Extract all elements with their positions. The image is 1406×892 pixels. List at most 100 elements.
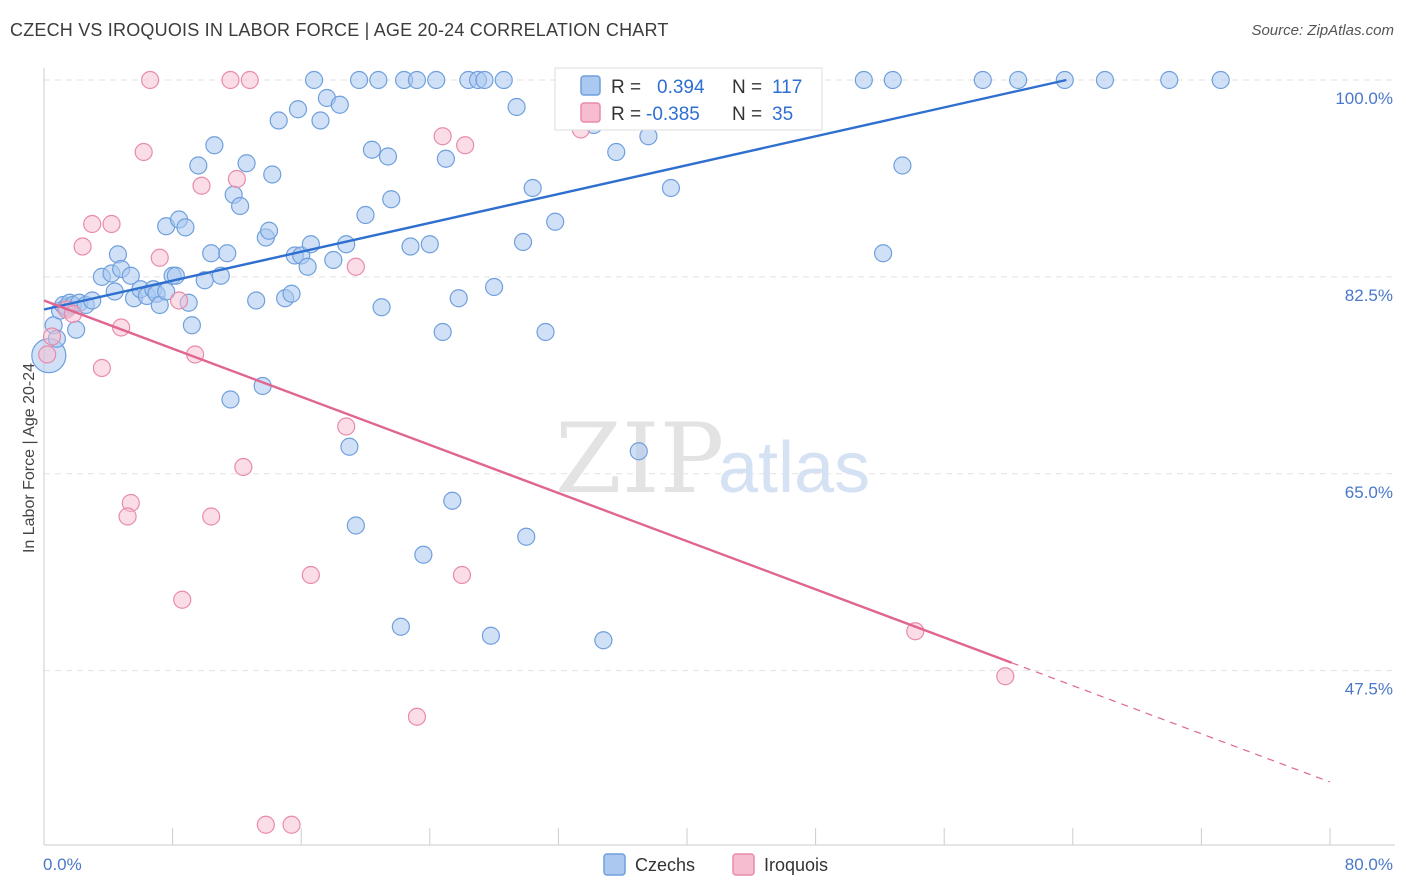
czechs-point-119 bbox=[1160, 70, 1179, 90]
legend-n-value-czechs: 117 bbox=[772, 77, 802, 98]
czechs-point-67 bbox=[372, 298, 391, 317]
czechs-point-45 bbox=[259, 221, 279, 240]
iroquois-point-15 bbox=[173, 590, 192, 609]
czechs-point-74 bbox=[414, 545, 433, 564]
legend-czechs-swatch bbox=[580, 75, 601, 96]
x-tick-max: 80.0% bbox=[1345, 855, 1393, 874]
iroquois-point-29 bbox=[433, 127, 452, 146]
iroquois-point-28 bbox=[407, 707, 427, 726]
iroquois-point-24 bbox=[282, 815, 301, 834]
czechs-point-56 bbox=[311, 111, 330, 130]
czechs-point-68 bbox=[378, 147, 398, 166]
czechs-point-75 bbox=[420, 235, 439, 254]
czechs-point-46 bbox=[263, 165, 282, 184]
legend-r-label-czechs: R = bbox=[611, 77, 641, 98]
chart-title: CZECH VS IROQUOIS IN LABOR FORCE | AGE 2… bbox=[10, 20, 669, 40]
czechs-trend-line bbox=[43, 78, 1067, 311]
czechs-point-42 bbox=[247, 291, 266, 310]
legend-iroquois-swatch bbox=[580, 102, 601, 123]
czechs-point-65 bbox=[362, 140, 382, 159]
bottom-legend-iroquois-swatch bbox=[732, 853, 755, 876]
czechs-point-113 bbox=[883, 70, 902, 90]
czechs-point-89 bbox=[517, 527, 536, 546]
czechs-point-118 bbox=[1095, 70, 1115, 90]
iroquois-point-31 bbox=[456, 136, 475, 155]
iroquois-point-0 bbox=[38, 345, 57, 364]
czechs-point-32 bbox=[189, 156, 208, 175]
grid-lines bbox=[44, 79, 1395, 672]
y-axis-label: In Labor Force | Age 20-24 bbox=[21, 363, 38, 553]
czechs-point-104 bbox=[661, 178, 681, 198]
czechs-point-41 bbox=[237, 154, 256, 173]
czechs-point-8 bbox=[67, 320, 86, 339]
czechs-point-29 bbox=[176, 218, 195, 237]
czechs-point-17 bbox=[121, 266, 140, 285]
czechs-point-55 bbox=[304, 70, 324, 90]
iroquois-trend-line bbox=[43, 299, 1013, 664]
iroquois-point-18 bbox=[202, 507, 221, 526]
iroquois-point-21 bbox=[234, 457, 253, 477]
czechs-point-38 bbox=[221, 390, 240, 409]
czechs-point-114 bbox=[893, 156, 912, 175]
czechs-point-115 bbox=[973, 70, 992, 90]
czechs-point-120 bbox=[1211, 70, 1230, 90]
iroquois-point-5 bbox=[83, 214, 102, 234]
bottom-legend-czechs-swatch bbox=[603, 853, 626, 876]
czechs-point-86 bbox=[494, 70, 513, 90]
iroquois-point-20 bbox=[227, 169, 246, 189]
czechs-point-62 bbox=[346, 516, 365, 535]
czechs-point-64 bbox=[356, 205, 375, 225]
czechs-point-92 bbox=[546, 212, 565, 231]
iroquois-point-14 bbox=[169, 291, 189, 310]
czechs-point-69 bbox=[382, 190, 401, 209]
legend-r-label-iroquois: R = bbox=[611, 104, 641, 125]
czechs-point-77 bbox=[433, 322, 452, 342]
iroquois-points bbox=[38, 70, 1015, 834]
iroquois-point-1 bbox=[42, 327, 62, 346]
czechs-point-112 bbox=[874, 244, 893, 263]
czechs-point-84 bbox=[481, 626, 500, 645]
czechs-point-53 bbox=[298, 257, 317, 276]
bottom-legend-czechs-label: Czechs bbox=[635, 855, 695, 875]
czechs-point-78 bbox=[436, 149, 455, 168]
axes bbox=[43, 68, 1395, 846]
watermark-atlas: atlas bbox=[718, 428, 870, 508]
iroquois-point-13 bbox=[150, 248, 169, 267]
legend-r-value-iroquois: -0.385 bbox=[646, 104, 700, 125]
iroquois-point-27 bbox=[346, 257, 365, 276]
iroquois-point-30 bbox=[452, 565, 472, 585]
czechs-point-51 bbox=[288, 100, 308, 119]
x-tick-min: 0.0% bbox=[43, 855, 82, 874]
iroquois-point-22 bbox=[240, 70, 259, 90]
czechs-point-63 bbox=[349, 70, 369, 90]
czechs-point-91 bbox=[536, 322, 555, 342]
iroquois-point-11 bbox=[134, 142, 153, 162]
iroquois-point-6 bbox=[92, 358, 111, 378]
czechs-point-66 bbox=[369, 70, 388, 90]
czechs-point-83 bbox=[475, 70, 494, 90]
legend-n-value-iroquois: 35 bbox=[772, 104, 793, 125]
iroquois-point-17 bbox=[192, 176, 211, 195]
iroquois-point-4 bbox=[73, 237, 92, 256]
source-label: Source: ZipAtlas.com bbox=[1251, 22, 1394, 39]
czechs-point-31 bbox=[182, 316, 201, 335]
iroquois-point-12 bbox=[140, 70, 160, 90]
czechs-point-49 bbox=[282, 284, 301, 303]
czechs-point-37 bbox=[218, 244, 237, 263]
czechs-point-70 bbox=[391, 617, 410, 636]
czechs-point-85 bbox=[485, 277, 504, 297]
y-tick-labels: 47.5% 65.0% 82.5% 100.0% bbox=[1335, 89, 1393, 699]
y-tick-label-0: 47.5% bbox=[1345, 680, 1393, 699]
czechs-point-116 bbox=[1009, 70, 1028, 90]
czechs-point-90 bbox=[523, 178, 542, 198]
legend-n-label-czechs: N = bbox=[732, 77, 762, 98]
y-tick-label-2: 82.5% bbox=[1345, 286, 1393, 305]
iroquois-point-25 bbox=[301, 565, 320, 585]
czechs-point-101 bbox=[629, 442, 648, 461]
czechs-point-98 bbox=[607, 142, 626, 162]
iroquois-point-23 bbox=[256, 815, 275, 834]
czechs-point-76 bbox=[427, 70, 446, 90]
correlation-legend: R = 0.394 N = 117 R = -0.385 N = 35 bbox=[554, 67, 823, 131]
iroquois-point-34 bbox=[996, 667, 1015, 686]
